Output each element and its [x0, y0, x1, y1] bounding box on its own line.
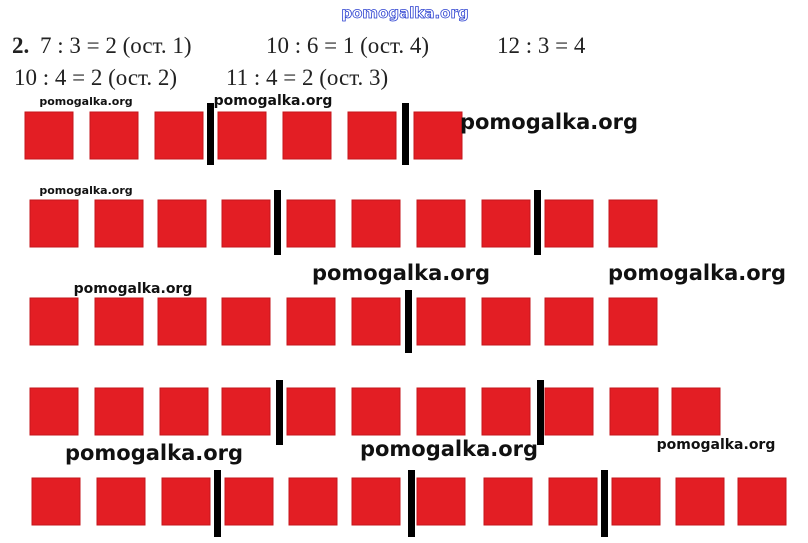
red-square: [154, 111, 204, 160]
watermark: pomogalka.org: [74, 281, 193, 297]
red-square: [286, 387, 336, 436]
red-square: [544, 387, 594, 436]
red-square: [611, 477, 661, 526]
red-square: [481, 387, 531, 436]
red-square: [159, 387, 209, 436]
divider: [276, 380, 283, 445]
red-square: [94, 297, 144, 346]
watermark: pomogalka.org: [65, 441, 243, 465]
red-square: [351, 387, 401, 436]
red-square: [221, 387, 271, 436]
red-square: [161, 477, 211, 526]
red-square: [94, 387, 144, 436]
divider: [207, 103, 214, 165]
watermark: pomogalka.org: [39, 184, 132, 197]
red-square: [481, 199, 531, 248]
watermark: pomogalka.org: [214, 93, 333, 109]
red-square: [481, 297, 531, 346]
divider: [408, 470, 415, 537]
header-watermark: pomogalka.org: [341, 4, 468, 22]
red-square: [608, 199, 658, 248]
red-square: [416, 387, 466, 436]
red-square: [29, 199, 79, 248]
red-square: [157, 297, 207, 346]
equation: 12 : 3 = 4: [497, 33, 586, 58]
red-square: [608, 297, 658, 346]
equation: 10 : 4 = 2 (ост. 2): [14, 65, 177, 90]
red-square: [737, 477, 787, 526]
watermark: pomogalka.org: [312, 261, 490, 285]
red-square: [221, 297, 271, 346]
red-square: [416, 199, 466, 248]
red-square: [31, 477, 81, 526]
red-square: [544, 199, 594, 248]
red-square: [416, 297, 466, 346]
equation: 10 : 6 = 1 (ост. 4): [266, 33, 429, 58]
task-number: 2.: [12, 33, 29, 58]
equation: 7 : 3 = 2 (ост. 1): [40, 33, 192, 58]
red-square: [351, 297, 401, 346]
divider: [534, 190, 541, 255]
red-square: [224, 477, 274, 526]
red-square: [288, 477, 338, 526]
equation: 11 : 4 = 2 (ост. 3): [226, 65, 388, 90]
red-square: [483, 477, 533, 526]
red-square: [29, 387, 79, 436]
divider: [405, 290, 412, 353]
illustration: [24, 103, 787, 537]
divider: [537, 380, 544, 445]
watermark: pomogalka.org: [608, 261, 786, 285]
divider: [402, 103, 409, 165]
red-square: [96, 477, 146, 526]
red-square: [416, 477, 466, 526]
red-square: [286, 199, 336, 248]
divider: [214, 470, 221, 537]
red-square: [157, 199, 207, 248]
red-square: [413, 111, 463, 160]
red-square: [548, 477, 598, 526]
red-square: [282, 111, 332, 160]
watermark: pomogalka.org: [657, 437, 776, 453]
red-square: [286, 297, 336, 346]
red-square: [351, 199, 401, 248]
watermark: pomogalka.org: [39, 95, 132, 108]
red-square: [609, 387, 659, 436]
red-square: [89, 111, 139, 160]
watermark: pomogalka.org: [460, 110, 638, 134]
divider: [274, 190, 281, 255]
red-square: [544, 297, 594, 346]
red-square: [675, 477, 725, 526]
red-square: [221, 199, 271, 248]
red-square: [671, 387, 721, 436]
red-square: [24, 111, 74, 160]
red-square: [29, 297, 79, 346]
red-square: [217, 111, 267, 160]
red-square: [351, 477, 401, 526]
divider: [601, 470, 608, 537]
red-square: [94, 199, 144, 248]
red-square: [347, 111, 397, 160]
watermark: pomogalka.org: [360, 437, 538, 461]
